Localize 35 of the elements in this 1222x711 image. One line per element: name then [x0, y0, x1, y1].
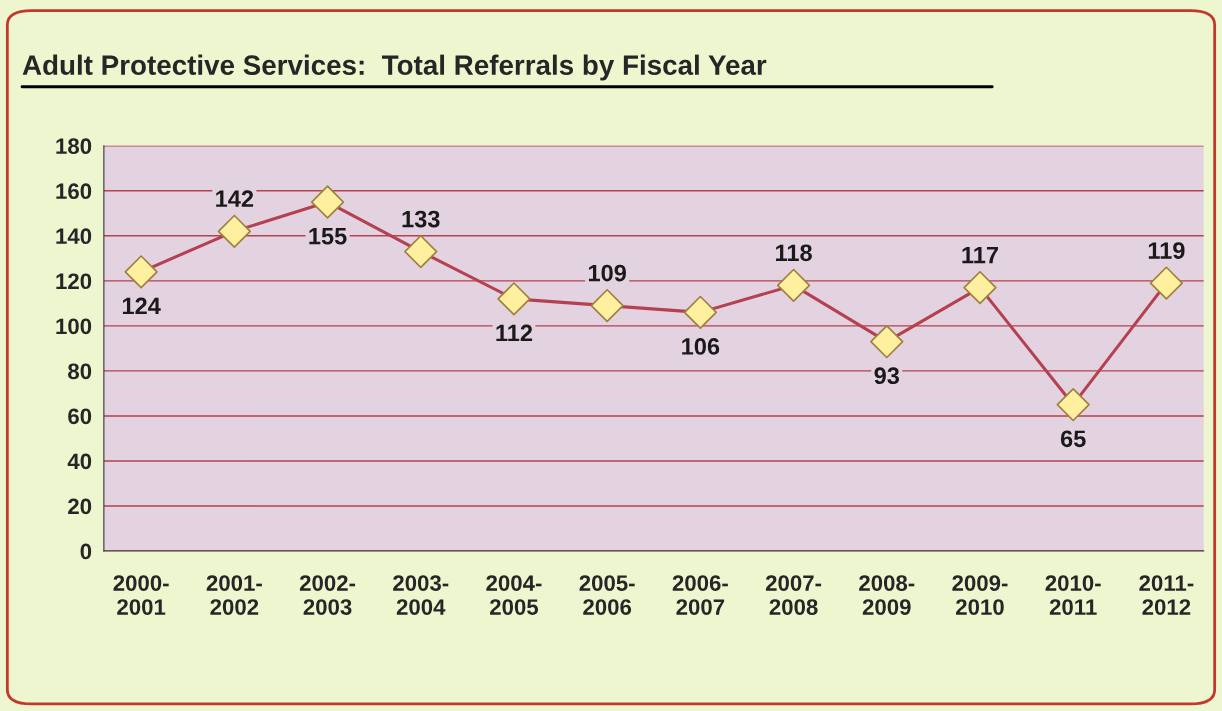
- x-tick-label: 2003- 2004: [393, 575, 449, 615]
- data-label: 112: [496, 324, 533, 342]
- x-tick-label: 2008- 2009: [859, 575, 915, 615]
- data-label: 117: [962, 246, 998, 264]
- x-tick-label: 2011- 2012: [1139, 575, 1194, 615]
- y-tick-label: 140: [56, 228, 92, 245]
- y-tick-label: 160: [56, 183, 92, 200]
- data-label: 106: [682, 338, 720, 355]
- y-tick-label: 120: [56, 273, 92, 290]
- data-label: 109: [588, 264, 626, 282]
- data-label: 133: [402, 210, 440, 228]
- x-tick-label: 2010- 2011: [1045, 575, 1101, 615]
- x-tick-label: 2001- 2002: [206, 575, 262, 615]
- x-tick-label: 2009- 2010: [952, 575, 1008, 615]
- y-tick-label: 40: [67, 453, 92, 470]
- y-tick-label: 80: [68, 363, 92, 380]
- data-label: 93: [874, 367, 900, 385]
- y-tick-label: 60: [68, 408, 92, 425]
- y-tick-label: 20: [68, 498, 92, 515]
- data-label: 118: [776, 244, 812, 262]
- data-label: 119: [1148, 242, 1185, 259]
- y-tick-label: 180: [56, 138, 92, 155]
- x-tick-label: 2006- 2007: [672, 575, 728, 615]
- y-tick-label: 100: [56, 318, 92, 335]
- data-label: 65: [1060, 430, 1086, 448]
- data-label: 155: [309, 228, 347, 245]
- data-label: 124: [122, 297, 161, 315]
- x-tick-label: 2004- 2005: [486, 575, 542, 615]
- x-tick-label: 2000- 2001: [113, 575, 169, 615]
- x-tick-label: 2005- 2006: [579, 575, 635, 615]
- chart-title: Adult Protective Services: Total Referrals by Fiscal Year: [22, 54, 767, 81]
- data-label: 142: [216, 190, 254, 207]
- x-tick-label: 2002- 2003: [299, 575, 356, 615]
- x-tick-label: 2007- 2008: [765, 575, 822, 615]
- y-tick-label: 0: [80, 543, 92, 560]
